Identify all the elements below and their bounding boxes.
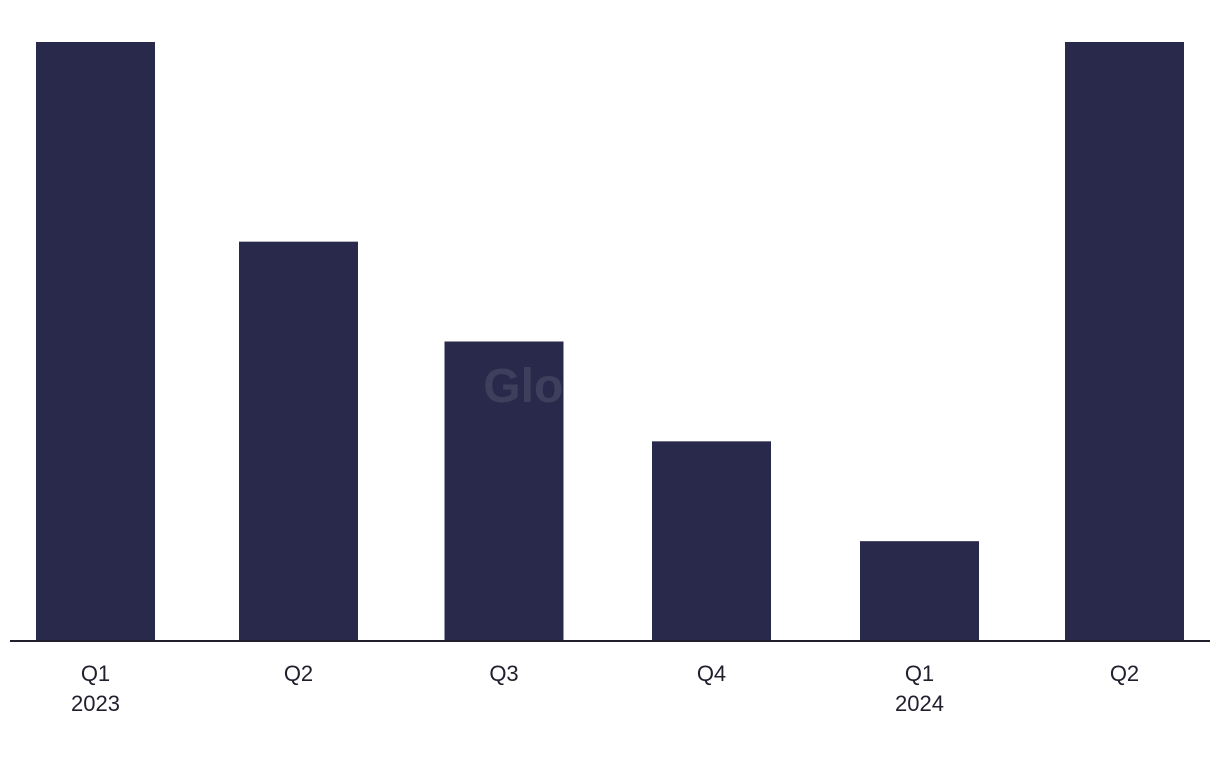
x-tick-label: Q1 xyxy=(81,661,110,686)
x-tick-label: Q2 xyxy=(1110,661,1139,686)
x-tick-year-label: 2023 xyxy=(71,691,120,716)
bar-4 xyxy=(652,441,771,641)
bar-2 xyxy=(239,241,358,641)
bar-6 xyxy=(1065,42,1184,641)
bar-1 xyxy=(36,42,155,641)
x-tick-label: Q4 xyxy=(697,661,726,686)
x-tick-labels: Q1 2023 Q2 Q3 Q4 Q1 2024 Q2 xyxy=(71,661,1139,716)
bars-group xyxy=(36,42,1184,641)
bar-3 xyxy=(444,341,564,641)
bar-5 xyxy=(860,541,979,641)
x-tick-label: Q1 xyxy=(905,661,934,686)
watermark: GlobalData xyxy=(483,360,737,413)
x-tick-year-label: 2024 xyxy=(895,691,944,716)
x-tick-label: Q2 xyxy=(284,661,313,686)
x-tick-label: Q3 xyxy=(489,661,518,686)
